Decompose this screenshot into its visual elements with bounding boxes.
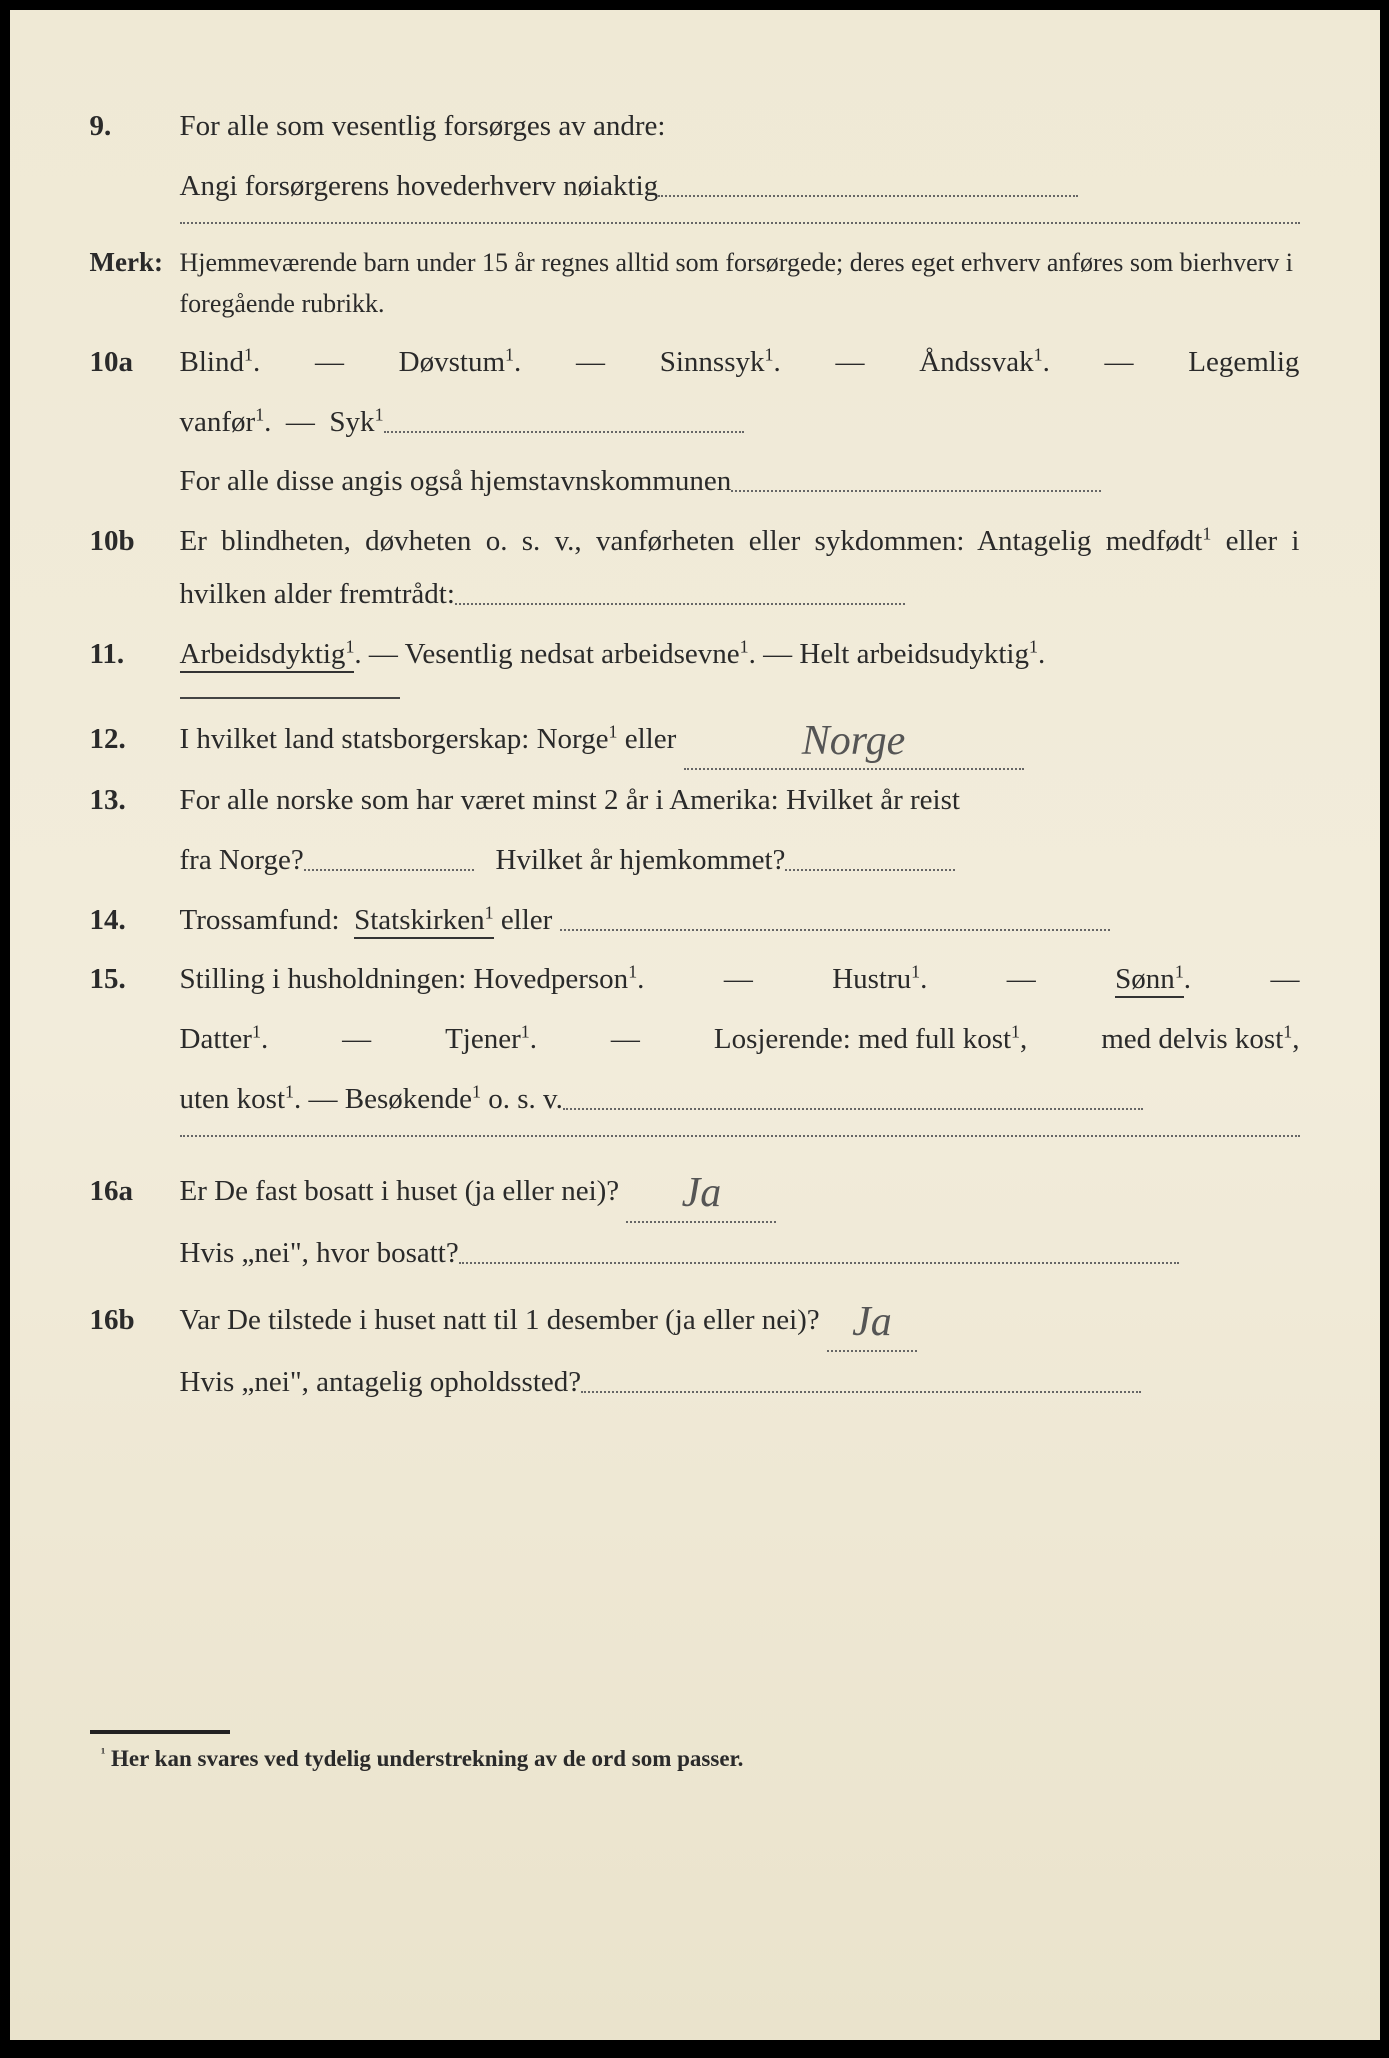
q10b-number: 10b xyxy=(90,515,180,569)
q10a-number: 10a xyxy=(90,336,180,390)
q9-continuation-line xyxy=(180,221,1300,224)
q9-number: 9. xyxy=(90,100,180,154)
q16b-number: 16b xyxy=(90,1294,180,1348)
q16b-row1: 16b Var De tilstede i huset natt til 1 d… xyxy=(90,1294,1300,1350)
q11-selected: Arbeidsdyktig1 xyxy=(180,638,355,673)
q11-number: 11. xyxy=(90,628,180,682)
footnote-rule xyxy=(90,1730,230,1734)
q13-row2: fra Norge? Hvilket år hjemkommet? xyxy=(90,834,1300,888)
q15-row1: 15. Stilling i husholdningen: Hovedperso… xyxy=(90,953,1300,1007)
q12-answer-blank: Norge xyxy=(684,715,1024,771)
q9-row1: 9. For alle som vesentlig forsørges av a… xyxy=(90,100,1300,154)
q16a-answer-blank: Ja xyxy=(626,1167,776,1223)
q16a-row1: 16a Er De fast bosatt i huset (ja eller … xyxy=(90,1165,1300,1221)
q11-row: 11. Arbeidsdyktig1. — Vesentlig nedsat a… xyxy=(90,628,1300,682)
q15-row3: uten kost1. — Besøkende1 o. s. v. xyxy=(90,1073,1300,1127)
q15-selected: Sønn1 xyxy=(1115,963,1184,998)
q12-row: 12. I hvilket land statsborgerskap: Norg… xyxy=(90,713,1300,769)
q15-row2: Datter1. — Tjener1. — Losjerende: med fu… xyxy=(90,1013,1300,1067)
q16b-answer-blank: Ja xyxy=(827,1296,917,1352)
q16a-answer: Ja xyxy=(682,1181,722,1206)
q10b-row: 10b Er blindheten, døvheten o. s. v., va… xyxy=(90,515,1300,622)
q14-row: 14. Trossamfund: Statskirken1 eller xyxy=(90,894,1300,948)
q9-line1: For alle som vesentlig forsørges av andr… xyxy=(180,100,1300,154)
q13-number: 13. xyxy=(90,774,180,828)
q15-number: 15. xyxy=(90,953,180,1007)
footnote: ¹ Her kan svares ved tydelig understrekn… xyxy=(90,1738,1300,1781)
q16b-answer: Ja xyxy=(852,1310,892,1335)
q14-number: 14. xyxy=(90,894,180,948)
merk-row: Merk: Hjemmeværende barn under 15 år reg… xyxy=(90,238,1300,324)
q14-selected: Statskirken1 xyxy=(354,904,493,939)
q13-row1: 13. For alle norske som har været minst … xyxy=(90,774,1300,828)
merk-label: Merk: xyxy=(90,238,180,288)
q9-blank xyxy=(658,195,1078,197)
q10a-row3: For alle disse angis også hjemstavnskomm… xyxy=(90,455,1300,509)
q11-underline-extra xyxy=(180,696,400,699)
merk-text: Hjemmeværende barn under 15 år regnes al… xyxy=(180,243,1300,324)
q9-row2: Angi forsørgerens hovederhverv nøiaktig xyxy=(90,160,1300,214)
q10a-row2: vanfør1. — Syk1 xyxy=(90,396,1300,450)
q16a-row2: Hvis „nei", hvor bosatt? xyxy=(90,1227,1300,1281)
census-form-page: 9. For alle som vesentlig forsørges av a… xyxy=(10,10,1380,2040)
q9-line2: Angi forsørgerens hovederhverv nøiaktig xyxy=(180,160,1300,214)
q15-continuation-line xyxy=(180,1134,1300,1137)
q12-answer: Norge xyxy=(802,729,905,754)
q12-number: 12. xyxy=(90,713,180,767)
q16b-row2: Hvis „nei", antagelig opholdssted? xyxy=(90,1356,1300,1410)
q16a-number: 16a xyxy=(90,1165,180,1219)
q10a-row1: 10a Blind1. — Døvstum1. — Sinnssyk1. — Å… xyxy=(90,336,1300,390)
